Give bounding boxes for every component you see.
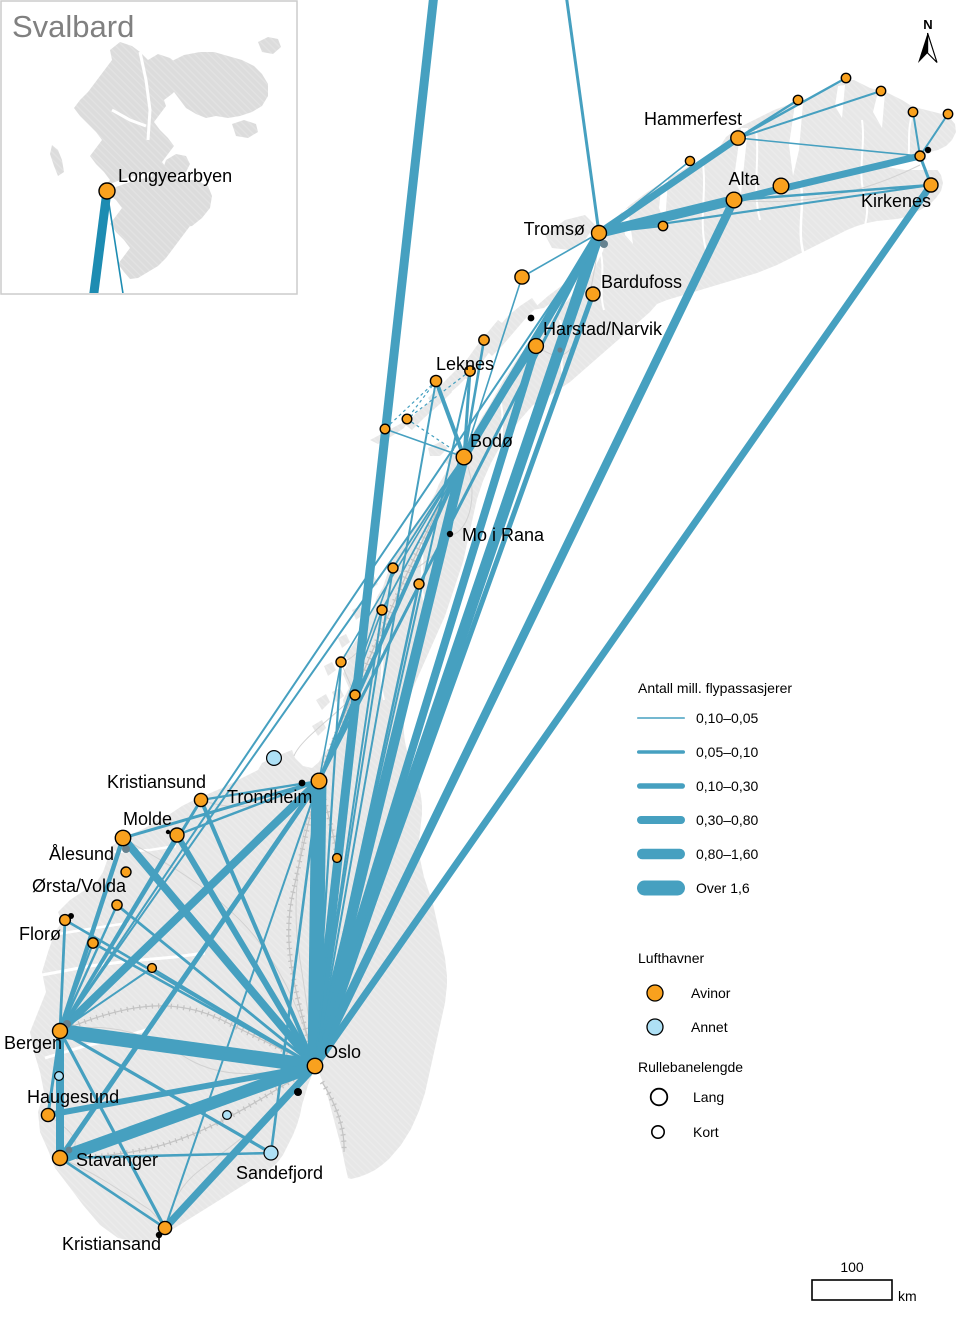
svg-text:Annet: Annet	[691, 1019, 728, 1035]
svg-text:Hammerfest: Hammerfest	[644, 109, 742, 129]
svg-text:Leknes: Leknes	[436, 354, 494, 374]
svg-text:Over 1,6: Over 1,6	[696, 880, 750, 896]
svg-text:Avinor: Avinor	[691, 985, 731, 1001]
svg-text:Stavanger: Stavanger	[76, 1150, 158, 1170]
svg-text:km: km	[898, 1288, 917, 1304]
svg-text:Haugesund: Haugesund	[27, 1087, 119, 1107]
svg-text:0,10–0,05: 0,10–0,05	[696, 710, 758, 726]
svg-text:0,05–0,10: 0,05–0,10	[696, 744, 758, 760]
svg-text:Kristiansund: Kristiansund	[107, 772, 206, 792]
svg-text:Svalbard: Svalbard	[12, 9, 134, 44]
svg-text:Lufthavner: Lufthavner	[638, 950, 704, 966]
svg-text:Rullebanelengde: Rullebanelengde	[638, 1059, 743, 1075]
svg-text:Lang: Lang	[693, 1089, 724, 1105]
svg-text:Kirkenes: Kirkenes	[861, 191, 931, 211]
svg-text:Longyearbyen: Longyearbyen	[118, 166, 232, 186]
svg-text:Florø: Florø	[19, 924, 61, 944]
svg-text:100: 100	[840, 1259, 864, 1275]
svg-text:Oslo: Oslo	[324, 1042, 361, 1062]
svg-text:Mo i Rana: Mo i Rana	[462, 525, 545, 545]
svg-text:Bodø: Bodø	[470, 431, 513, 451]
svg-text:Tromsø: Tromsø	[524, 219, 585, 239]
svg-text:Ålesund: Ålesund	[49, 844, 114, 864]
svg-text:Sandefjord: Sandefjord	[236, 1163, 323, 1183]
svg-text:Kort: Kort	[693, 1124, 719, 1140]
svg-text:Ørsta/Volda: Ørsta/Volda	[32, 876, 127, 896]
svg-text:Harstad/Narvik: Harstad/Narvik	[543, 319, 663, 339]
svg-text:0,80–1,60: 0,80–1,60	[696, 846, 758, 862]
svg-text:0,30–0,80: 0,30–0,80	[696, 812, 758, 828]
svg-text:Molde: Molde	[123, 809, 172, 829]
svg-text:N: N	[923, 17, 932, 32]
svg-text:Bardufoss: Bardufoss	[601, 272, 682, 292]
svg-text:Kristiansand: Kristiansand	[62, 1234, 161, 1254]
svg-text:Trondheim: Trondheim	[227, 787, 312, 807]
svg-text:Bergen: Bergen	[4, 1033, 62, 1053]
svg-text:Antall mill. flypassasjerer: Antall mill. flypassasjerer	[638, 680, 792, 696]
svg-text:0,10–0,30: 0,10–0,30	[696, 778, 758, 794]
svg-text:Alta: Alta	[728, 169, 760, 189]
